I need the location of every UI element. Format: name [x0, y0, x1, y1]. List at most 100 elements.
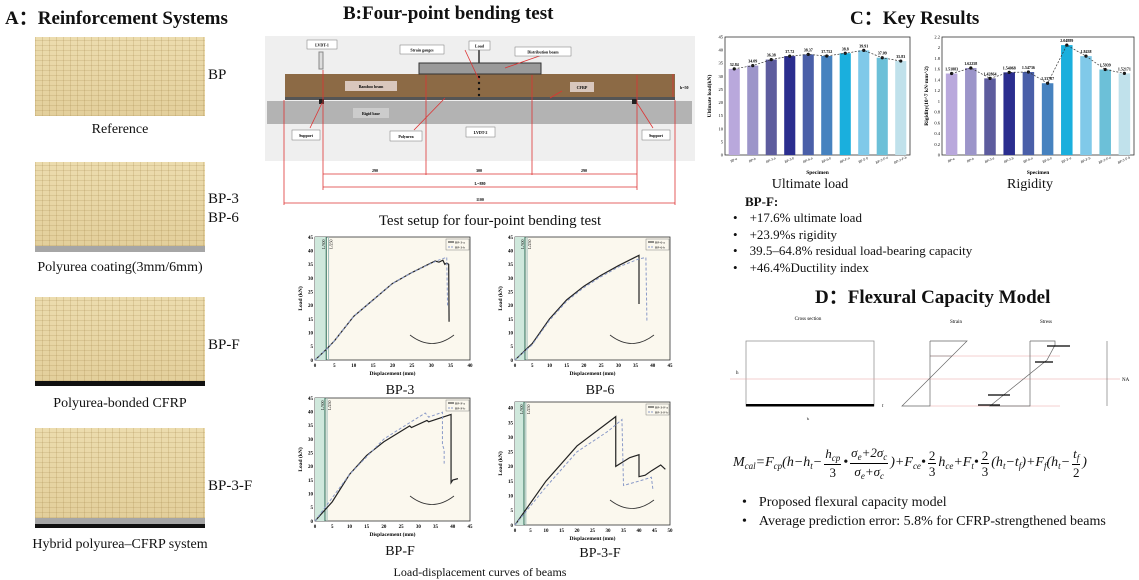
bar-marker: [1007, 70, 1011, 74]
x-tick-label: 40: [450, 525, 456, 530]
curve-chart-bp-6: L/300 L/250 0 5 10 15 20 25 30 35 40 45 0 5 10 15 20 25 30…: [497, 236, 674, 377]
curve-BP-3-F-a: [514, 415, 666, 526]
panel-b-title: B:Four-point bending test: [343, 3, 554, 24]
y-tick-label: 0.4: [934, 131, 940, 136]
y-tick-label: 25: [508, 451, 514, 456]
x-axis-label: Displacement (mm): [570, 370, 616, 377]
label-strain-gauges: Strain gauges: [410, 48, 434, 53]
distribution-beam: [418, 62, 542, 75]
equation-part: ): [1082, 455, 1087, 470]
x-tick-label: 30: [616, 364, 622, 369]
summary-item: 39.5–64.8% residual load-bearing capacit…: [733, 243, 973, 260]
cross-section-rect: [745, 340, 875, 407]
bar: [839, 53, 851, 155]
bar: [895, 61, 907, 155]
x-tick-label: BP-3-F-a: [1098, 155, 1112, 164]
trend-line: [951, 44, 1125, 84]
label-lvdt-1: LVDT-1: [315, 43, 329, 48]
x-tick-label: 45: [468, 525, 474, 530]
equation-fraction: tf 2: [1072, 446, 1081, 480]
dim-right: 290: [581, 168, 587, 173]
x-axis-label: Specimen: [806, 170, 829, 176]
y-tick-label: 30: [308, 277, 314, 282]
y-tick-label: 10: [508, 331, 514, 336]
bar: [945, 73, 958, 155]
label-distribution-beam: Distribution beam: [527, 50, 559, 55]
y-tick-label: 30: [508, 277, 514, 282]
y-tick-label: 1.2: [934, 88, 940, 93]
trend-line: [734, 49, 901, 70]
y-tick-label: 15: [308, 318, 314, 323]
x-tick-label: 10: [547, 364, 553, 369]
x-tick-label: BP-3-F-b: [893, 155, 907, 164]
bar-chart-rigidity: 0 0.2 0.4 0.6 0.8 1 1.2 1.4 1.6 1.8 2 2.2 1.51883 BP-…: [923, 35, 1135, 176]
plot-frame: [514, 236, 671, 361]
chart-caption-rigidity: Rigidity: [1007, 177, 1053, 192]
panel-a-title: A：Reinforcement Systems: [5, 8, 228, 29]
bar-marker: [950, 71, 954, 76]
force-arrows: [978, 345, 1070, 406]
x-tick-label: BP-3-b: [784, 156, 795, 164]
setup-caption: Test setup for four-point bending test: [378, 213, 602, 229]
y-tick-label: 0: [511, 359, 514, 364]
strain-gauge-dots: [477, 75, 481, 97]
x-tick-label: 40: [637, 529, 643, 534]
x-tick-label: 25: [399, 525, 405, 530]
bar-value-label: 32.84: [730, 62, 739, 67]
label-height: h=50: [680, 85, 689, 90]
support-right: [632, 99, 637, 104]
bar-value-label: 1.54736: [1022, 65, 1035, 70]
bar-marker: [825, 54, 829, 58]
x-tick-label: 40: [468, 364, 474, 369]
bamboo-beam-image: [35, 37, 205, 116]
label-polyurea: Polyurea: [398, 134, 413, 139]
lvdt-1-sensor: [318, 51, 324, 70]
y-tick-label: 20: [508, 465, 514, 470]
bar-value-label: 2.04889: [1060, 38, 1073, 43]
label-support-right: Support: [649, 133, 664, 138]
equation-part: Mcal=Fcp(h−ht−: [733, 454, 823, 471]
bamboo-beam-image: [35, 162, 205, 246]
y-tick-label: 2.2: [934, 35, 940, 40]
curve-title-bp-3-f: BP-3-F: [579, 546, 621, 561]
bar-value-label: 39.91: [859, 43, 868, 48]
x-tick-label: BP-3-a: [765, 156, 776, 164]
x-tick-label: 15: [371, 364, 377, 369]
plot-frame: [514, 401, 671, 526]
x-tick-label: 5: [529, 529, 532, 534]
y-tick-label: 0.2: [934, 142, 940, 147]
serviceability-zone: [515, 237, 525, 360]
strain-diagram: [901, 340, 968, 407]
serviceability-zone: [315, 237, 327, 360]
bar: [728, 68, 740, 155]
y-tick-label: 35: [719, 61, 724, 66]
beam-sketch-icon: [609, 499, 655, 509]
specimen-caption: Polyurea coating(3mm/6mm): [37, 260, 203, 275]
dim-mid: 300: [476, 168, 482, 173]
y-tick-label: 20: [308, 304, 314, 309]
y-tick-label: 10: [308, 331, 314, 336]
bar: [876, 57, 888, 155]
stress-diagram: [989, 340, 1056, 407]
legend-label: BP-6-a: [655, 241, 665, 245]
bar-marker: [1065, 43, 1069, 47]
x-tick-label: BP-6-b: [821, 156, 832, 164]
x-tick-label: 45: [668, 364, 674, 369]
x-tick-label: BP-F-b: [1080, 156, 1091, 164]
y-tick-label: 0.6: [934, 120, 940, 125]
dimension-lines: [283, 49, 676, 205]
bar: [858, 50, 870, 156]
y-tick-label: 0: [938, 153, 941, 158]
x-tick-label: 20: [381, 525, 387, 530]
x-tick-label: 35: [621, 529, 627, 534]
x-tick-label: 15: [559, 529, 565, 534]
panel-d-title: D：Flexural Capacity Model: [815, 287, 1051, 308]
x-tick-label: BP-3-b: [1003, 156, 1014, 164]
cfrp-layer: [746, 404, 874, 407]
y-tick-label: 35: [508, 421, 514, 426]
y-tick-label: 10: [308, 492, 314, 497]
x-tick-label: 5: [331, 525, 334, 530]
x-tick-label: 30: [606, 529, 612, 534]
